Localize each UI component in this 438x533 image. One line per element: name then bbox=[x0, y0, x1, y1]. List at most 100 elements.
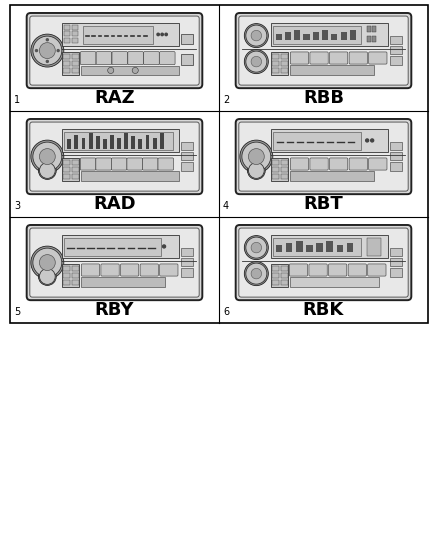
Circle shape bbox=[251, 243, 261, 253]
Bar bbox=[347, 243, 353, 252]
Bar bbox=[62, 235, 179, 259]
Circle shape bbox=[132, 67, 138, 74]
FancyBboxPatch shape bbox=[80, 158, 96, 170]
Text: RBK: RBK bbox=[303, 301, 344, 319]
Circle shape bbox=[31, 246, 64, 279]
Bar bbox=[271, 52, 288, 75]
Bar bbox=[367, 238, 381, 256]
Circle shape bbox=[248, 149, 264, 165]
Bar bbox=[72, 167, 79, 172]
Bar bbox=[316, 243, 323, 252]
Circle shape bbox=[39, 43, 55, 59]
Bar bbox=[64, 37, 71, 43]
Text: 2: 2 bbox=[223, 95, 229, 104]
Bar bbox=[273, 238, 361, 256]
Circle shape bbox=[247, 161, 265, 180]
Text: 4: 4 bbox=[223, 200, 229, 211]
Bar bbox=[67, 139, 71, 149]
Bar bbox=[326, 240, 333, 252]
Circle shape bbox=[251, 30, 261, 41]
Text: RAD: RAD bbox=[93, 195, 136, 213]
Bar bbox=[63, 280, 70, 285]
Circle shape bbox=[246, 25, 267, 46]
Circle shape bbox=[251, 56, 261, 67]
Bar bbox=[390, 248, 402, 256]
Bar bbox=[390, 163, 402, 171]
FancyBboxPatch shape bbox=[310, 158, 328, 170]
Bar bbox=[72, 266, 79, 271]
Circle shape bbox=[39, 269, 55, 285]
Circle shape bbox=[244, 50, 268, 74]
Circle shape bbox=[157, 33, 159, 36]
Bar bbox=[110, 135, 114, 149]
Bar bbox=[72, 31, 78, 36]
Bar bbox=[271, 22, 389, 46]
Bar bbox=[131, 136, 135, 149]
Bar bbox=[306, 245, 313, 252]
FancyBboxPatch shape bbox=[96, 52, 112, 64]
Bar bbox=[88, 133, 92, 149]
FancyBboxPatch shape bbox=[239, 122, 408, 191]
Bar bbox=[272, 54, 279, 59]
Bar bbox=[63, 54, 70, 59]
Circle shape bbox=[35, 50, 38, 52]
FancyBboxPatch shape bbox=[290, 264, 307, 276]
Bar bbox=[81, 66, 179, 75]
Circle shape bbox=[246, 237, 267, 258]
Circle shape bbox=[57, 50, 59, 52]
FancyBboxPatch shape bbox=[160, 264, 178, 276]
Circle shape bbox=[33, 36, 62, 65]
Circle shape bbox=[33, 248, 62, 277]
Bar bbox=[281, 167, 288, 172]
Bar bbox=[276, 35, 282, 41]
Bar bbox=[271, 263, 288, 287]
Bar bbox=[390, 269, 402, 277]
Text: RBY: RBY bbox=[95, 301, 134, 319]
Text: 3: 3 bbox=[14, 200, 20, 211]
Bar bbox=[62, 157, 79, 181]
FancyBboxPatch shape bbox=[30, 122, 199, 191]
FancyBboxPatch shape bbox=[236, 225, 411, 300]
Bar bbox=[63, 273, 70, 278]
FancyBboxPatch shape bbox=[30, 228, 199, 297]
Circle shape bbox=[165, 33, 167, 36]
Bar bbox=[103, 139, 107, 149]
FancyBboxPatch shape bbox=[290, 52, 309, 64]
Bar bbox=[281, 68, 288, 73]
Circle shape bbox=[366, 139, 369, 142]
Bar bbox=[340, 32, 347, 41]
Bar bbox=[74, 135, 78, 149]
Bar bbox=[281, 280, 288, 285]
Bar bbox=[62, 263, 79, 287]
FancyBboxPatch shape bbox=[328, 264, 347, 276]
Circle shape bbox=[31, 34, 64, 67]
Text: 6: 6 bbox=[223, 306, 229, 317]
Bar bbox=[390, 142, 402, 150]
Bar bbox=[285, 32, 291, 41]
Bar bbox=[296, 240, 303, 252]
Bar bbox=[273, 26, 361, 44]
Bar bbox=[181, 259, 193, 266]
Bar bbox=[145, 135, 149, 149]
Bar bbox=[10, 5, 428, 323]
Bar bbox=[72, 174, 79, 179]
Bar bbox=[350, 30, 356, 41]
FancyBboxPatch shape bbox=[348, 264, 367, 276]
Bar bbox=[72, 280, 79, 285]
Bar bbox=[271, 235, 389, 259]
Bar bbox=[63, 68, 70, 73]
Circle shape bbox=[39, 255, 55, 271]
Bar bbox=[290, 277, 378, 287]
Bar bbox=[272, 68, 279, 73]
Bar bbox=[62, 128, 179, 152]
Bar bbox=[271, 157, 288, 181]
FancyBboxPatch shape bbox=[112, 52, 127, 64]
Bar bbox=[63, 61, 70, 66]
FancyBboxPatch shape bbox=[127, 158, 142, 170]
Bar bbox=[117, 138, 121, 149]
FancyBboxPatch shape bbox=[239, 16, 408, 85]
Bar bbox=[81, 277, 165, 287]
Bar bbox=[160, 133, 164, 149]
Text: RBT: RBT bbox=[304, 195, 343, 213]
Bar bbox=[72, 273, 79, 278]
